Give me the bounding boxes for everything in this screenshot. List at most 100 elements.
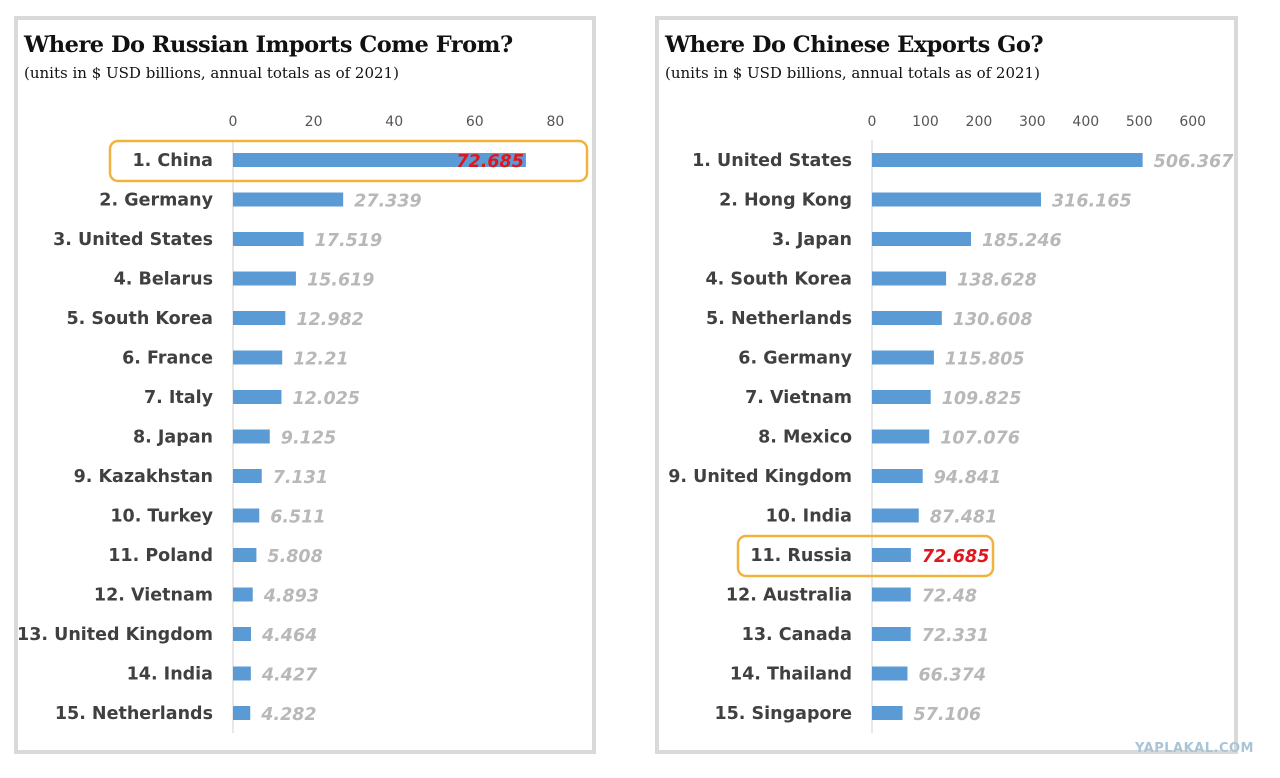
- category-label: 4. South Korea: [705, 270, 852, 290]
- value-label: 17.519: [315, 231, 383, 251]
- bar: [233, 548, 257, 562]
- value-label: 12.025: [292, 389, 360, 409]
- value-label: 12.982: [296, 310, 364, 330]
- category-label: 13. Canada: [742, 625, 852, 645]
- x-tick-label: 80: [546, 114, 564, 130]
- value-label: 138.628: [957, 271, 1037, 291]
- bar-chart-russian-imports: 0 20 40 60 80 1. China 72.685 2. Germany 27.339 3…: [18, 114, 589, 733]
- bar: [233, 271, 296, 286]
- category-label: 6. France: [122, 349, 213, 369]
- x-tick-label: 500: [1126, 114, 1153, 130]
- chart-panel-chinese-exports: Where Do Chinese Exports Go? (units in $…: [655, 16, 1238, 754]
- bar: [233, 469, 262, 483]
- category-label: 5. Netherlands: [706, 309, 852, 329]
- category-label: 7. Italy: [144, 388, 214, 408]
- bar: [872, 627, 911, 641]
- value-label: 4.282: [260, 705, 316, 725]
- bar: [233, 508, 260, 523]
- category-label: 2. Germany: [99, 191, 213, 211]
- category-label: 11. Poland: [108, 546, 213, 566]
- category-label: 15. Netherlands: [55, 704, 213, 724]
- category-label: 8. Japan: [133, 428, 213, 448]
- value-label: 15.619: [307, 271, 375, 291]
- highlight-box: [108, 139, 589, 183]
- bar: [872, 350, 934, 365]
- value-label: 87.481: [930, 508, 998, 528]
- bar: [233, 587, 253, 602]
- value-label: 130.608: [953, 310, 1033, 330]
- bar: [233, 706, 251, 720]
- bar: [233, 627, 251, 641]
- x-tick-label: 0: [868, 114, 877, 130]
- category-label: 9. Kazakhstan: [74, 467, 213, 487]
- bar-chart-chinese-exports: 0 100 200 300 400 500 600 1. United States 506.3…: [668, 114, 1234, 733]
- bar: [872, 548, 911, 562]
- value-label: 12.21: [293, 350, 348, 370]
- category-label: 3. United States: [53, 230, 213, 250]
- category-label: 3. Japan: [772, 230, 852, 250]
- bar: [872, 706, 903, 720]
- bar: [872, 271, 947, 286]
- watermark: YAPLAKAL.COM: [1135, 741, 1254, 756]
- x-tick-label: 60: [466, 114, 484, 130]
- category-label: 5. South Korea: [66, 309, 213, 329]
- category-label: 1. China: [133, 151, 214, 171]
- category-label: 6. Germany: [738, 349, 852, 369]
- value-label: 4.427: [261, 666, 318, 686]
- value-label: 109.825: [942, 389, 1022, 409]
- x-tick-label: 300: [1019, 114, 1046, 130]
- bar: [233, 232, 304, 246]
- value-label: 506.367: [1154, 152, 1234, 172]
- x-tick-label: 40: [385, 114, 403, 130]
- category-label: 11. Russia: [750, 546, 852, 566]
- value-label: 72.48: [922, 587, 977, 607]
- bar: [872, 311, 942, 325]
- value-label: 6.511: [270, 508, 325, 528]
- category-label: 9. United Kingdom: [668, 467, 852, 487]
- bar: [872, 508, 919, 523]
- bar: [872, 390, 931, 404]
- category-label: 12. Australia: [726, 586, 852, 606]
- highlight-value-label: 72.685: [456, 152, 524, 172]
- bar: [872, 153, 1143, 167]
- bar: [233, 390, 282, 404]
- x-tick-label: 400: [1072, 114, 1099, 130]
- value-label: 115.805: [945, 350, 1025, 370]
- x-tick-label: 600: [1179, 114, 1206, 130]
- category-label: 2. Hong Kong: [719, 191, 852, 211]
- category-label: 14. India: [127, 665, 213, 685]
- value-label: 316.165: [1052, 192, 1132, 212]
- category-label: 14. Thailand: [730, 665, 852, 685]
- value-label: 185.246: [982, 231, 1062, 251]
- value-label: 27.339: [354, 192, 422, 212]
- bar: [872, 469, 923, 483]
- highlight-value-label: 72.685: [922, 547, 990, 567]
- bar: [233, 666, 251, 681]
- chart-panel-russian-imports: Where Do Russian Imports Come From? (uni…: [14, 16, 596, 754]
- category-label: 10. Turkey: [110, 507, 213, 527]
- category-label: 13. United Kingdom: [18, 625, 213, 645]
- bar: [233, 153, 526, 167]
- value-label: 72.331: [922, 626, 990, 646]
- highlight-box: [736, 534, 995, 578]
- bar: [872, 587, 911, 602]
- category-label: 4. Belarus: [114, 270, 213, 290]
- bar: [872, 192, 1041, 207]
- x-tick-label: 20: [305, 114, 323, 130]
- bar: [233, 429, 270, 444]
- bar: [872, 232, 972, 246]
- category-label: 7. Vietnam: [745, 388, 852, 408]
- category-label: 12. Vietnam: [94, 586, 213, 606]
- value-label: 94.841: [934, 468, 1002, 488]
- category-label: 1. United States: [692, 151, 852, 171]
- value-label: 107.076: [940, 429, 1020, 449]
- chart-title: Where Do Chinese Exports Go?: [665, 32, 1044, 58]
- x-tick-label: 200: [966, 114, 993, 130]
- category-label: 10. India: [766, 507, 852, 527]
- value-label: 9.125: [281, 429, 336, 449]
- bar: [233, 350, 283, 365]
- value-label: 4.893: [263, 587, 319, 607]
- bar: [233, 192, 344, 207]
- chart-subtitle: (units in $ USD billions, annual totals …: [665, 64, 1040, 82]
- value-label: 66.374: [918, 666, 986, 686]
